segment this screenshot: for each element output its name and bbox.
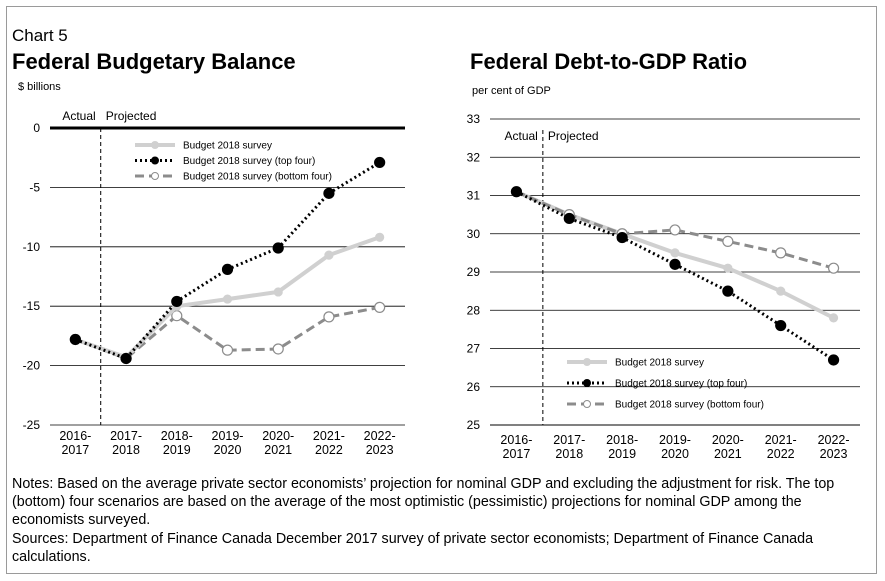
- left-series-top-four-point: [323, 187, 335, 199]
- left-series-survey-point: [375, 232, 385, 242]
- right-series-top-four-point: [722, 285, 734, 297]
- right-xtick-label: 2022-2023: [818, 433, 850, 461]
- right-legend-top-four-marker: [583, 379, 591, 387]
- right-series-bottom-four-point: [827, 262, 840, 274]
- left-series-survey-point: [222, 294, 233, 304]
- left-ytick-label: -10: [23, 240, 41, 254]
- right-ytick-label: 26: [467, 380, 481, 394]
- right-chart-unit: per cent of GDP: [472, 85, 551, 97]
- right-ytick-label: 33: [467, 112, 481, 126]
- left-legend-survey-label: Budget 2018 survey: [183, 141, 272, 152]
- right-chart-title: Federal Debt-to-GDP Ratio: [470, 49, 748, 74]
- left-ytick-label: 0: [33, 121, 40, 135]
- left-series-top-four-point: [221, 263, 234, 275]
- right-legend-bottom-four-marker: [583, 400, 591, 408]
- right-ytick-label: 31: [467, 189, 481, 203]
- debt-to-gdp-chart: 33 32 31 30 29 28 27 26 25 2016-2017 2017-2018 2018…: [467, 112, 860, 461]
- right-series-bottom-four-point: [775, 247, 787, 259]
- right-series-top-four-point: [563, 212, 575, 225]
- left-xtick-label: 2020-2021: [262, 429, 294, 457]
- right-projected-label: Projected: [548, 129, 599, 143]
- right-ytick-label: 28: [467, 303, 481, 317]
- right-xtick-label: 2016-2017: [500, 433, 532, 461]
- left-legend-top-four-label: Budget 2018 survey (top four): [183, 156, 315, 167]
- right-series-top-four-point: [616, 231, 628, 244]
- right-series-survey-point: [776, 286, 786, 296]
- budgetary-balance-chart: 0 -5 -10 -15 -20 -25 2016-2017 2017-2018 2018-20…: [23, 109, 405, 457]
- left-xtick-label: 2018-2019: [161, 429, 193, 457]
- left-xtick-label: 2022-2023: [364, 429, 396, 457]
- right-series-top-four-point: [510, 186, 523, 198]
- right-actual-label: Actual: [504, 129, 537, 143]
- left-series-survey-point: [273, 287, 283, 297]
- left-legend-bottom-four-label: Budget 2018 survey (bottom four): [183, 172, 332, 183]
- right-ytick-label: 25: [467, 418, 481, 432]
- left-series-bottom-four-point: [323, 311, 335, 323]
- left-legend-top-four-marker: [151, 156, 159, 165]
- left-xtick-label: 2017-2018: [110, 429, 142, 457]
- left-actual-label: Actual: [62, 109, 95, 123]
- left-ytick-label: -5: [29, 180, 40, 194]
- left-ytick-label: -15: [23, 299, 41, 313]
- left-projected-label: Projected: [106, 109, 157, 123]
- left-ytick-label: -25: [23, 418, 41, 432]
- left-series-bottom-four-point: [272, 343, 284, 355]
- left-ytick-label: -20: [23, 359, 41, 373]
- right-xtick-label: 2020-2021: [712, 433, 744, 461]
- left-series-survey-point: [324, 250, 334, 260]
- right-legend-survey-marker: [583, 358, 591, 366]
- right-series-survey-point: [828, 313, 839, 323]
- left-series-bottom-four-point: [221, 344, 234, 356]
- right-series-top-four-point: [827, 354, 840, 366]
- right-xtick-label: 2019-2020: [659, 433, 691, 461]
- left-series-bottom-four-point: [374, 301, 386, 313]
- left-chart-title: Federal Budgetary Balance: [12, 49, 296, 74]
- left-legend-bottom-four-marker: [151, 172, 159, 180]
- left-xtick-label: 2016-2017: [59, 429, 91, 457]
- left-series-top-four-point: [120, 352, 132, 365]
- left-xtick-label: 2021-2022: [313, 429, 345, 457]
- right-xtick-label: 2021-2022: [765, 433, 797, 461]
- left-series-top-four-point: [69, 333, 81, 346]
- right-series-bottom-four-point: [669, 224, 681, 236]
- right-xtick-label: 2017-2018: [553, 433, 585, 461]
- right-legend-survey-label: Budget 2018 survey: [615, 358, 704, 369]
- right-series-bottom-four-point: [722, 235, 734, 247]
- right-xtick-label: 2018-2019: [606, 433, 638, 461]
- right-series-survey-point: [670, 248, 680, 258]
- left-legend-survey-marker: [151, 141, 159, 149]
- right-series-top-four-point: [669, 258, 681, 270]
- chart-notes: Notes: Based on the average private sect…: [12, 476, 835, 528]
- right-ytick-label: 27: [467, 342, 481, 356]
- right-series-survey-point: [723, 263, 733, 273]
- right-ytick-label: 29: [467, 265, 481, 279]
- right-ytick-label: 32: [467, 150, 481, 164]
- right-legend-bottom-four-label: Budget 2018 survey (bottom four): [615, 400, 764, 411]
- chart-number: Chart 5: [12, 26, 68, 45]
- left-series-top-four-point: [171, 295, 183, 308]
- left-series-top-four-point: [272, 242, 284, 254]
- right-legend-top-four-label: Budget 2018 survey (top four): [615, 379, 747, 390]
- left-series-top-four-point: [374, 156, 386, 169]
- chart-sources: Sources: Department of Finance Canada De…: [12, 531, 814, 565]
- left-xtick-label: 2019-2020: [212, 429, 244, 457]
- right-series-top-four-point: [775, 319, 787, 332]
- right-ytick-label: 30: [467, 227, 481, 241]
- chart-frame: [6, 6, 877, 574]
- left-chart-unit: $ billions: [18, 81, 61, 93]
